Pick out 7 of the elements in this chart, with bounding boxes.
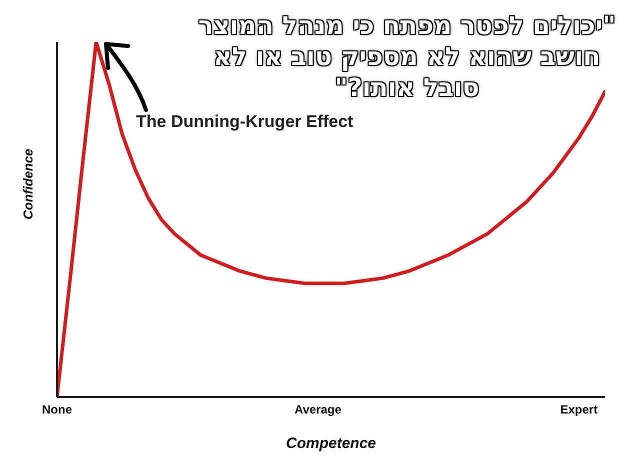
x-tick-label: None <box>42 402 72 417</box>
x-tick-label: Average <box>294 402 342 417</box>
text: The Dunning-Kruger Effect <box>136 112 354 132</box>
y-axis-title: Confidence <box>20 148 36 220</box>
x-axis-title: Competence <box>286 435 376 452</box>
annotation: "יכולים לפטר מפתח כי מנהל המוצר חושב שהוא לא מספיק טוב או לא סובל אותו?" <box>197 10 617 103</box>
x-tick-label: Expert <box>560 402 598 417</box>
